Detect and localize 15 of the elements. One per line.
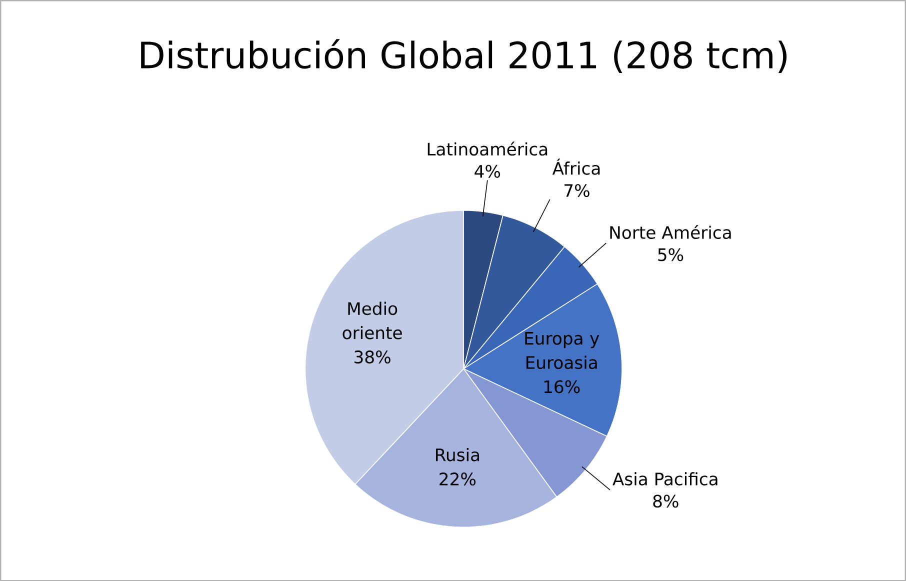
- data-label: 7%: [564, 184, 590, 197]
- slice-label: Latinoamérica: [428, 142, 548, 156]
- data-label: 22%: [440, 472, 476, 486]
- chart-title: Distrubución Global 2011 (208 tcm): [141, 39, 787, 73]
- data-label: 4%: [474, 164, 500, 178]
- data-label: 5%: [658, 248, 684, 262]
- data-label: 38%: [354, 350, 390, 364]
- slice-label: Asia Pacifica: [612, 472, 718, 486]
- data-label: 8%: [653, 494, 678, 508]
- slice-label: Rusia: [436, 448, 480, 462]
- slice-label: Europa y Euroasia: [525, 332, 600, 369]
- data-label: 16%: [544, 380, 580, 394]
- slice-label: Medio oriente: [342, 302, 402, 340]
- slice-label: África: [552, 158, 600, 175]
- slice-label: Norte América: [610, 224, 731, 239]
